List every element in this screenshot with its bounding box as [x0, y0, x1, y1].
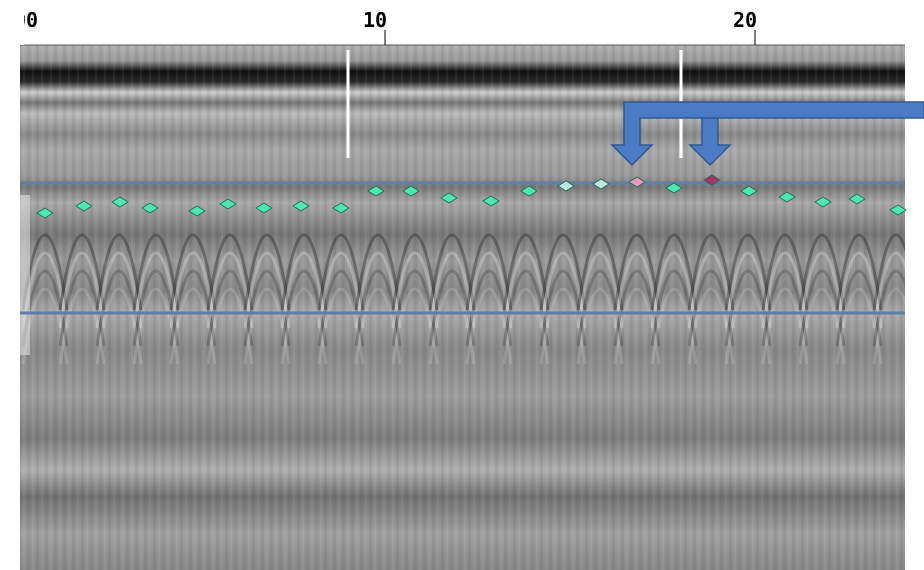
ruler — [0, 0, 924, 45]
page: {"ruler": {"labels": ["00", "10", "20"]}… — [0, 0, 924, 570]
ruler-clip — [0, 0, 24, 45]
radargram-view: 00 10 20 — [0, 0, 924, 570]
edge-artifact — [20, 195, 30, 355]
ruler-label: 10 — [363, 8, 387, 32]
right-margin — [905, 45, 924, 570]
ruler-label: 20 — [733, 8, 757, 32]
left-margin — [0, 0, 20, 570]
